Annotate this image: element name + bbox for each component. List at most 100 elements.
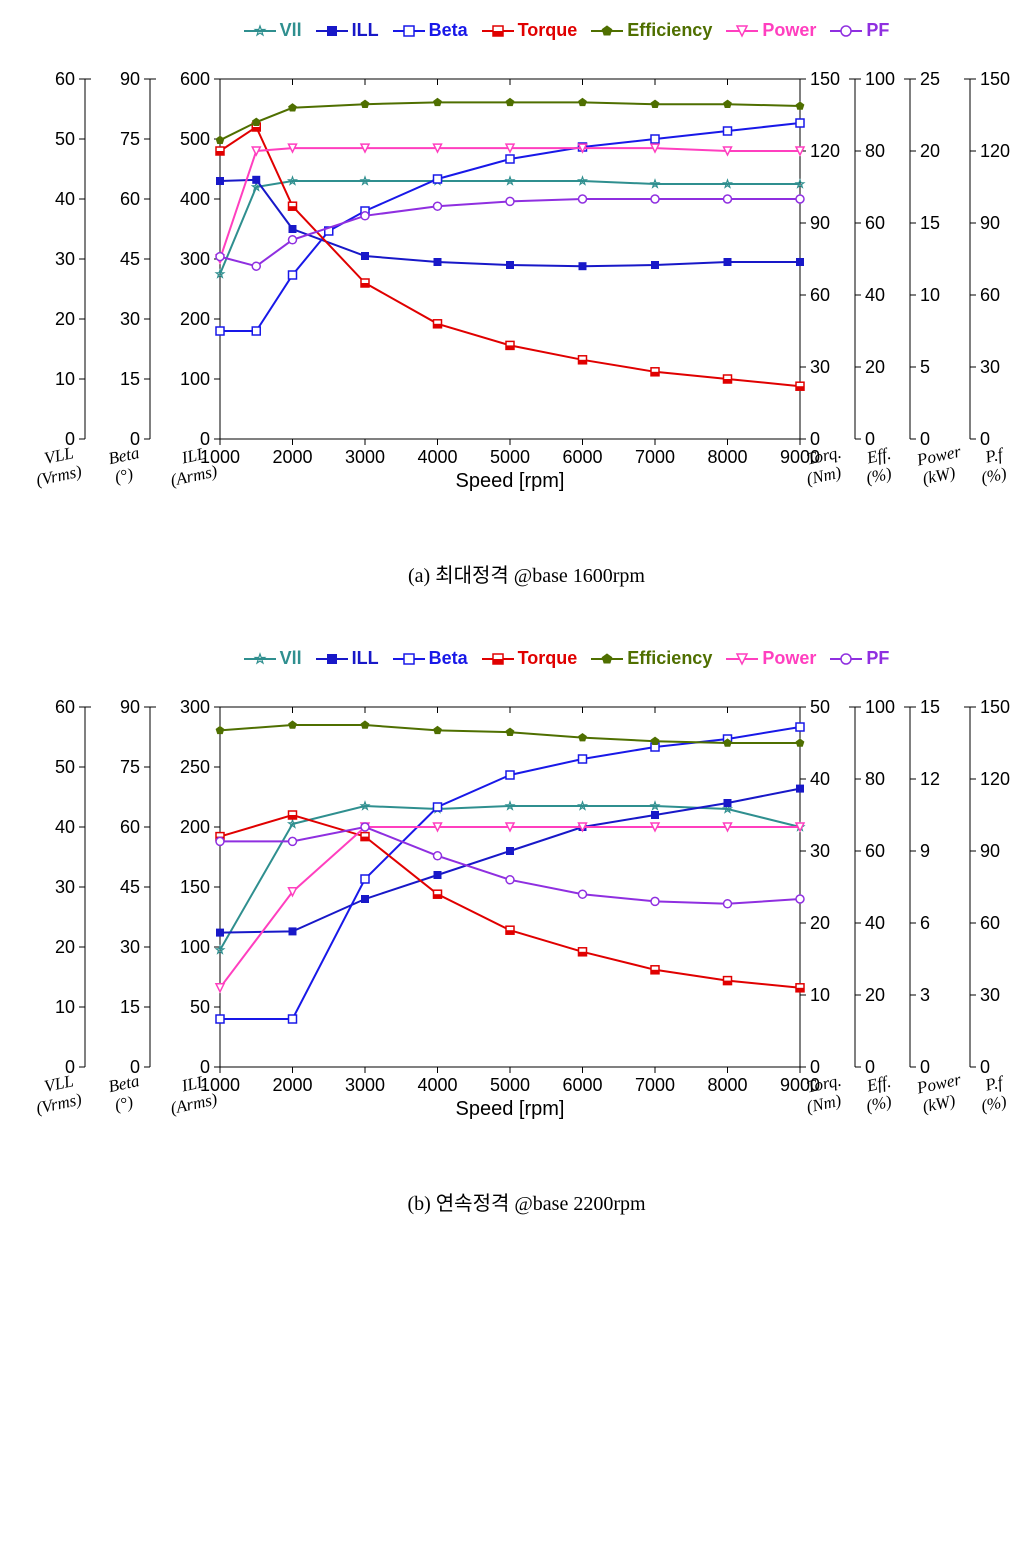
svg-text:10: 10 <box>55 997 75 1017</box>
svg-text:0: 0 <box>920 429 930 449</box>
svg-text:15: 15 <box>120 997 140 1017</box>
svg-text:Speed [rpm]: Speed [rpm] <box>456 1098 565 1120</box>
svg-text:3: 3 <box>920 985 930 1005</box>
svg-text:50: 50 <box>190 997 210 1017</box>
svg-text:40: 40 <box>55 189 75 209</box>
svg-text:(%): (%) <box>864 1092 893 1116</box>
svg-text:200: 200 <box>180 309 210 329</box>
svg-text:200: 200 <box>180 817 210 837</box>
svg-text:5000: 5000 <box>490 447 530 467</box>
svg-text:150: 150 <box>180 877 210 897</box>
svg-text:500: 500 <box>180 129 210 149</box>
svg-text:75: 75 <box>120 757 140 777</box>
svg-text:60: 60 <box>810 285 830 305</box>
legend-item-beta: Beta <box>393 20 468 41</box>
svg-text:0: 0 <box>920 1057 930 1077</box>
svg-text:50: 50 <box>55 129 75 149</box>
svg-text:6: 6 <box>920 913 930 933</box>
svg-text:90: 90 <box>810 213 830 233</box>
svg-text:(%): (%) <box>979 1092 1008 1116</box>
legend-item-beta: Beta <box>393 648 468 669</box>
svg-text:5: 5 <box>920 357 930 377</box>
svg-text:4000: 4000 <box>417 1075 457 1095</box>
svg-text:(Vrms): (Vrms) <box>34 461 83 489</box>
svg-text:60: 60 <box>980 285 1000 305</box>
svg-text:45: 45 <box>120 877 140 897</box>
svg-text:30: 30 <box>120 937 140 957</box>
svg-text:60: 60 <box>980 913 1000 933</box>
svg-text:5000: 5000 <box>490 1075 530 1095</box>
svg-text:Beta: Beta <box>107 1071 141 1096</box>
svg-text:7000: 7000 <box>635 447 675 467</box>
svg-text:8000: 8000 <box>707 447 747 467</box>
svg-text:6000: 6000 <box>562 447 602 467</box>
svg-text:3000: 3000 <box>345 447 385 467</box>
legend-item-vll: Vll <box>244 20 302 41</box>
svg-text:10: 10 <box>810 985 830 1005</box>
svg-text:(°): (°) <box>113 1092 135 1114</box>
legend-item-torque: Torque <box>482 648 578 669</box>
svg-text:100: 100 <box>180 369 210 389</box>
svg-text:(°): (°) <box>113 464 135 486</box>
svg-text:(Arms): (Arms) <box>169 461 219 489</box>
svg-text:(%): (%) <box>864 464 893 488</box>
svg-text:3000: 3000 <box>345 1075 385 1095</box>
svg-text:0: 0 <box>980 1057 990 1077</box>
svg-text:Speed [rpm]: Speed [rpm] <box>456 470 565 492</box>
svg-text:30: 30 <box>55 877 75 897</box>
svg-text:0: 0 <box>865 429 875 449</box>
legend-item-power: Power <box>726 648 816 669</box>
svg-text:80: 80 <box>865 769 885 789</box>
svg-text:60: 60 <box>865 841 885 861</box>
legend-item-pf: PF <box>830 20 889 41</box>
chart-a-legend: Vll ILL Beta Torque Efficiency Power PF <box>100 20 1013 41</box>
svg-text:90: 90 <box>120 697 140 717</box>
svg-text:0: 0 <box>980 429 990 449</box>
svg-text:30: 30 <box>810 357 830 377</box>
svg-text:Beta: Beta <box>107 443 141 468</box>
svg-text:20: 20 <box>920 141 940 161</box>
svg-text:100: 100 <box>865 69 895 89</box>
svg-text:90: 90 <box>980 213 1000 233</box>
svg-text:(%): (%) <box>979 464 1008 488</box>
svg-text:2000: 2000 <box>272 447 312 467</box>
svg-text:50: 50 <box>55 757 75 777</box>
legend-item-efficiency: Efficiency <box>591 20 712 41</box>
svg-text:45: 45 <box>120 249 140 269</box>
chart-b-caption: (b) 연속정격 @base 2200rpm <box>20 1187 1013 1216</box>
svg-text:2000: 2000 <box>272 1075 312 1095</box>
svg-text:40: 40 <box>55 817 75 837</box>
svg-text:10: 10 <box>920 285 940 305</box>
svg-text:150: 150 <box>980 697 1010 717</box>
svg-text:100: 100 <box>865 697 895 717</box>
svg-text:80: 80 <box>865 141 885 161</box>
legend-item-ill: ILL <box>316 648 379 669</box>
svg-text:75: 75 <box>120 129 140 149</box>
svg-text:60: 60 <box>55 69 75 89</box>
chart-b-container: VllILLBetaTorqueEfficiencyPowerPF 100020… <box>20 648 1013 1216</box>
legend-item-power: Power <box>726 20 816 41</box>
svg-text:300: 300 <box>180 697 210 717</box>
legend-item-ill: ILL <box>316 20 379 41</box>
svg-text:90: 90 <box>120 69 140 89</box>
svg-text:120: 120 <box>810 141 840 161</box>
svg-text:30: 30 <box>120 309 140 329</box>
svg-text:4000: 4000 <box>417 447 457 467</box>
legend-item-efficiency: Efficiency <box>591 648 712 669</box>
svg-text:20: 20 <box>55 309 75 329</box>
legend-item-torque: Torque <box>482 20 578 41</box>
svg-text:60: 60 <box>120 189 140 209</box>
chart-a-caption: (a) 최대정격 @base 1600rpm <box>20 559 1013 588</box>
svg-text:15: 15 <box>920 213 940 233</box>
svg-text:9: 9 <box>920 841 930 861</box>
svg-text:8000: 8000 <box>707 1075 747 1095</box>
svg-text:100: 100 <box>180 937 210 957</box>
svg-text:40: 40 <box>865 285 885 305</box>
svg-text:(Arms): (Arms) <box>169 1089 219 1117</box>
svg-text:20: 20 <box>865 357 885 377</box>
legend-item-vll: Vll <box>244 648 302 669</box>
legend-item-pf: PF <box>830 648 889 669</box>
svg-text:120: 120 <box>980 769 1010 789</box>
svg-text:30: 30 <box>980 985 1000 1005</box>
svg-text:10: 10 <box>55 369 75 389</box>
